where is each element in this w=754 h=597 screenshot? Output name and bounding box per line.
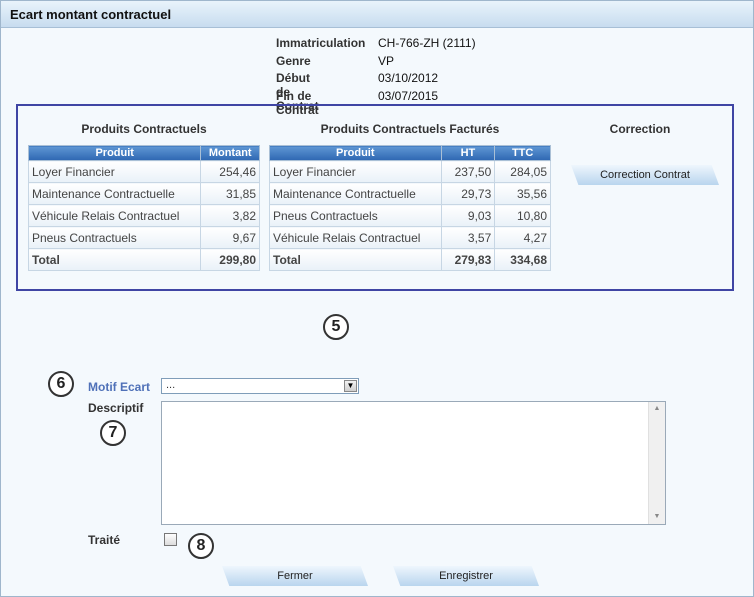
cell-ht: 9,03 [440, 204, 496, 227]
table-row[interactable]: Loyer Financier 237,50 284,05 [269, 160, 551, 183]
cell-montant: 254,46 [200, 160, 260, 183]
callout-marker-6: 6 [48, 371, 74, 397]
info-label: Fin de Contrat [276, 88, 319, 117]
table-row[interactable]: Pneus Contractuels 9,03 10,80 [269, 204, 551, 227]
descriptif-label: Descriptif [88, 401, 144, 415]
enregistrer-button[interactable]: Enregistrer [393, 566, 539, 586]
cell-montant: 31,85 [200, 182, 260, 205]
table-row[interactable]: Véhicule Relais Contractuel 3,57 4,27 [269, 226, 551, 249]
cell-produit: Véhicule Relais Contractuel [269, 226, 442, 249]
total-label: Total [269, 248, 442, 271]
cell-produit: Loyer Financier [27, 160, 202, 183]
descriptif-textarea[interactable]: ▲ ▼ [161, 401, 666, 525]
textarea-scrollbar[interactable]: ▲ ▼ [648, 402, 665, 524]
cell-montant: 3,82 [200, 204, 260, 227]
correction-contrat-button[interactable]: Correction Contrat [571, 165, 719, 185]
cell-ttc: 4,27 [494, 226, 551, 249]
cell-ttc: 284,05 [494, 160, 551, 183]
callout-marker-5: 5 [323, 314, 349, 340]
total-montant: 299,80 [200, 248, 260, 271]
table-row[interactable]: Pneus Contractuels 9,67 [27, 226, 260, 249]
total-label: Total [27, 248, 202, 271]
traite-checkbox[interactable] [164, 533, 177, 546]
info-value: 03/10/2012 [378, 71, 439, 85]
cell-ht: 237,50 [440, 160, 496, 183]
info-label: Genre [276, 53, 311, 68]
correction-title: Correction [609, 122, 671, 136]
motif-ecart-select[interactable]: ... ▼ [161, 378, 359, 394]
cell-ttc: 35,56 [494, 182, 551, 205]
table-row[interactable]: Véhicule Relais Contractuel 3,82 [27, 204, 260, 227]
column-header-ht[interactable]: HT [440, 145, 496, 161]
fermer-button[interactable]: Fermer [222, 566, 368, 586]
table-row[interactable]: Maintenance Contractuelle 31,85 [27, 182, 260, 205]
cell-ttc: 10,80 [494, 204, 551, 227]
column-header-montant[interactable]: Montant [200, 145, 260, 161]
cell-produit: Maintenance Contractuelle [27, 182, 202, 205]
scroll-down-arrow-icon[interactable]: ▼ [653, 513, 661, 520]
column-header-produit[interactable]: Produit [27, 145, 202, 161]
cell-produit: Loyer Financier [269, 160, 442, 183]
column-header-ttc[interactable]: TTC [494, 145, 551, 161]
callout-marker-7: 7 [100, 420, 126, 446]
cell-montant: 9,67 [200, 226, 260, 249]
table-header-row: Produit Montant [27, 145, 260, 161]
info-label: Immatriculation [276, 36, 366, 50]
chevron-down-icon[interactable]: ▼ [344, 380, 357, 392]
table-row[interactable]: Loyer Financier 254,46 [27, 160, 260, 183]
contractuels-title: Produits Contractuels [81, 122, 207, 136]
table-total-row: Total 279,83 334,68 [269, 248, 551, 271]
info-value: CH-766-ZH (2111) [378, 36, 476, 50]
factures-table: Produit HT TTC Loyer Financier 237,50 28… [269, 145, 551, 271]
cell-produit: Maintenance Contractuelle [269, 182, 442, 205]
traite-label: Traité [88, 533, 121, 547]
motif-ecart-value: ... [166, 379, 176, 391]
cell-produit: Pneus Contractuels [269, 204, 442, 227]
table-total-row: Total 299,80 [27, 248, 260, 271]
table-row[interactable]: Maintenance Contractuelle 29,73 35,56 [269, 182, 551, 205]
scroll-up-arrow-icon[interactable]: ▲ [653, 405, 661, 412]
table-header-row: Produit HT TTC [269, 145, 551, 161]
cell-produit: Pneus Contractuels [27, 226, 202, 249]
callout-marker-8: 8 [188, 533, 214, 559]
cell-produit: Véhicule Relais Contractuel [27, 204, 202, 227]
info-label: Début de Contrat [276, 71, 319, 113]
info-value: VP [378, 53, 395, 68]
comparison-panel: Produits Contractuels Produits Contractu… [16, 104, 734, 291]
contractuels-table: Produit Montant Loyer Financier 254,46 M… [27, 145, 260, 271]
motif-ecart-label: Motif Ecart [88, 380, 151, 394]
column-header-produit[interactable]: Produit [269, 145, 442, 161]
cell-ht: 29,73 [440, 182, 496, 205]
total-ht: 279,83 [440, 248, 496, 271]
total-ttc: 334,68 [494, 248, 551, 271]
window-title: Ecart montant contractuel [10, 7, 172, 22]
cell-ht: 3,57 [440, 226, 496, 249]
title-bar: Ecart montant contractuel [1, 1, 753, 28]
factures-title: Produits Contractuels Facturés [320, 122, 500, 136]
info-value: 03/07/2015 [378, 88, 439, 103]
